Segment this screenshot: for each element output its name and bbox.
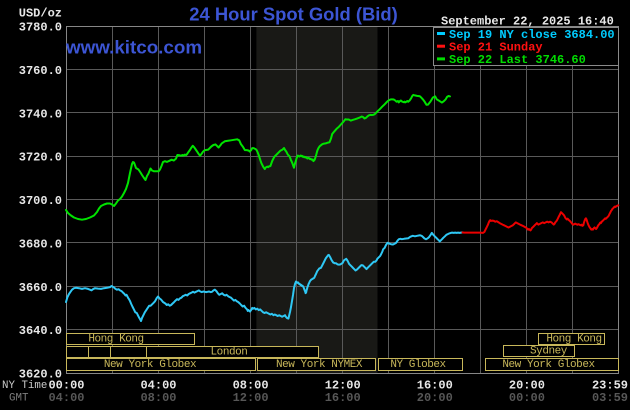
svg-text:20:00: 20:00 [417,391,453,405]
svg-text:Sep 19 NY close 3684.00: Sep 19 NY close 3684.00 [449,28,615,42]
svg-text:00:00: 00:00 [509,391,545,405]
svg-text:3660.0: 3660.0 [19,281,62,295]
svg-text:3720.0: 3720.0 [19,151,62,165]
svg-text:Hong Kong: Hong Kong [546,334,601,346]
svg-text:12:00: 12:00 [325,379,361,393]
svg-text:Sydney: Sydney [530,346,568,358]
svg-text:September 22, 2025 16:40: September 22, 2025 16:40 [441,15,614,29]
svg-text:London: London [211,347,248,359]
svg-text:Hong Kong: Hong Kong [88,334,143,346]
svg-text:3760.0: 3760.0 [19,64,62,78]
svg-text:08:00: 08:00 [140,391,176,405]
svg-text:23:59: 23:59 [592,379,628,393]
svg-text:NY Globex: NY Globex [390,359,446,371]
svg-text:Sep 21 Sunday: Sep 21 Sunday [449,41,543,55]
svg-text:03:59: 03:59 [592,391,628,405]
svg-text:08:00: 08:00 [233,379,269,393]
svg-text:00:00: 00:00 [48,379,84,393]
svg-text:www.kitco.com: www.kitco.com [65,37,202,58]
svg-text:3620.0: 3620.0 [19,368,62,382]
svg-text:New York NYMEX: New York NYMEX [276,359,363,371]
svg-text:3640.0: 3640.0 [19,324,62,338]
svg-text:3780.0: 3780.0 [19,21,62,35]
svg-text:24 Hour Spot Gold (Bid): 24 Hour Spot Gold (Bid) [189,4,397,25]
svg-text:12:00: 12:00 [233,391,269,405]
svg-text:USD/oz: USD/oz [19,7,62,21]
svg-text:3680.0: 3680.0 [19,237,62,251]
svg-text:NY Time: NY Time [2,380,47,392]
svg-text:New York Globex: New York Globex [502,359,595,371]
svg-text:20:00: 20:00 [509,379,545,393]
svg-text:3740.0: 3740.0 [19,107,62,121]
svg-text:16:00: 16:00 [325,391,361,405]
svg-text:Sep 22 Last 3746.60: Sep 22 Last 3746.60 [449,53,586,67]
svg-text:GMT: GMT [9,393,29,405]
svg-text:04:00: 04:00 [48,391,84,405]
svg-text:3700.0: 3700.0 [19,194,62,208]
svg-text:New York Globex: New York Globex [104,359,197,371]
svg-text:04:00: 04:00 [140,379,176,393]
svg-text:16:00: 16:00 [417,379,453,393]
